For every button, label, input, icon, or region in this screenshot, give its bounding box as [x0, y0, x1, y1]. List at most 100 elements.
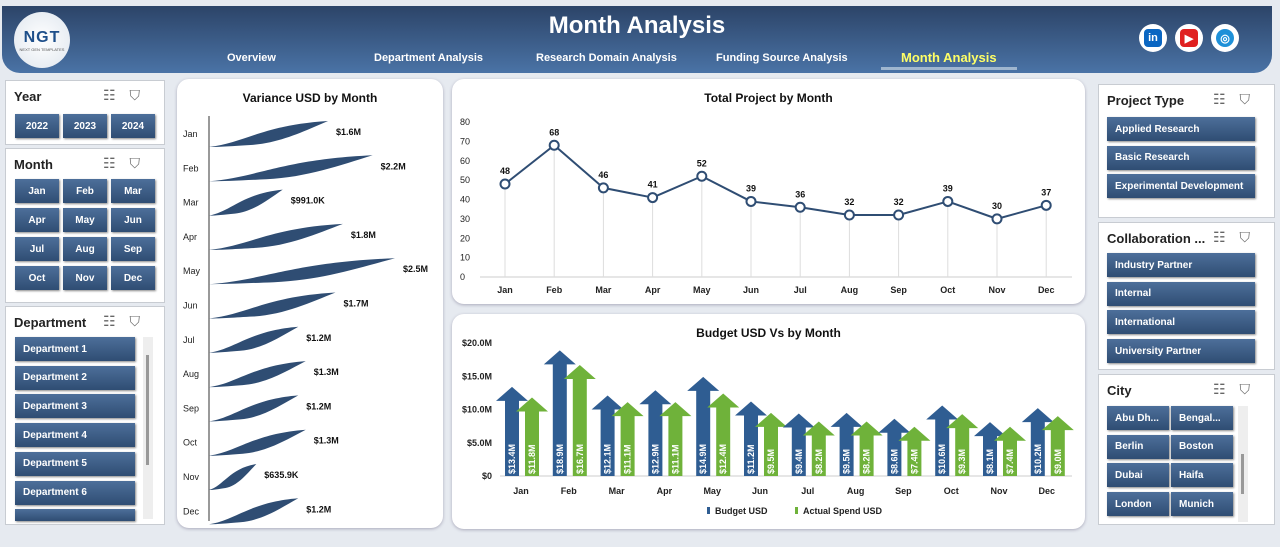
- slicer-item[interactable]: May: [63, 208, 107, 232]
- nav-overview[interactable]: Overview: [227, 52, 276, 64]
- multi-select-icon[interactable]: ☷: [102, 313, 130, 329]
- actual-spend-arrow: [611, 402, 644, 476]
- slicer-item[interactable]: Department 6: [15, 480, 135, 505]
- slicer-scrollbar[interactable]: [1238, 406, 1248, 522]
- slicer-item[interactable]: Jul: [15, 237, 59, 261]
- data-point: [696, 170, 708, 182]
- slicer-item[interactable]: Jun: [111, 208, 155, 232]
- x-tick-label: Sep: [890, 285, 907, 295]
- category-label: Feb: [183, 163, 199, 173]
- category-label: Jun: [183, 301, 198, 311]
- x-tick-label: Dec: [1039, 486, 1056, 496]
- budget-arrow: [782, 413, 815, 476]
- x-tick-label: Sep: [895, 486, 912, 496]
- slicer-item[interactable]: Haifa: [1171, 463, 1233, 488]
- nav-funding-source-analysis[interactable]: Funding Source Analysis: [716, 52, 848, 64]
- data-label: $1.2M: [306, 401, 331, 411]
- slicer-item[interactable]: University Partner: [1107, 339, 1255, 364]
- multi-select-icon[interactable]: ☷: [102, 155, 130, 171]
- y-tick-label: 70: [460, 136, 470, 146]
- slicer-item[interactable]: Apr: [15, 208, 59, 232]
- slicer-item[interactable]: Department 2: [15, 365, 135, 390]
- data-label: $12.1M: [603, 444, 613, 474]
- multi-select-icon[interactable]: ☷: [102, 87, 130, 103]
- budget-arrow: [543, 350, 576, 476]
- data-label: 68: [549, 127, 559, 137]
- clear-filter-icon[interactable]: ⛉: [129, 313, 154, 329]
- slicer-item[interactable]: Munich: [1171, 492, 1233, 517]
- data-label: $1.3M: [314, 367, 339, 377]
- slicer-item[interactable]: London: [1107, 492, 1169, 517]
- slicer-item[interactable]: Bengal...: [1171, 406, 1233, 430]
- scrollbar-thumb[interactable]: [1241, 454, 1244, 494]
- slicer-item[interactable]: Feb: [63, 179, 107, 203]
- slicer-item[interactable]: Boston: [1171, 434, 1233, 459]
- slicer-item[interactable]: Abu Dh...: [1107, 406, 1169, 430]
- slicer-item[interactable]: Dubai: [1107, 463, 1169, 488]
- variance-bar: [209, 121, 329, 147]
- slicer-item[interactable]: Department 4: [15, 423, 135, 448]
- slicer-item[interactable]: Sep: [111, 237, 155, 261]
- y-tick-label: 80: [460, 117, 470, 127]
- data-label: $1.2M: [306, 333, 331, 343]
- slicer-item[interactable]: Basic Research: [1107, 145, 1255, 170]
- y-tick-label: 30: [460, 214, 470, 224]
- data-label: 39: [943, 183, 953, 193]
- slicer-item[interactable]: Dec: [111, 266, 155, 290]
- slicer-item[interactable]: Department 5: [15, 451, 135, 476]
- scrollbar-thumb[interactable]: [146, 355, 149, 465]
- nav-month-analysis[interactable]: Month Analysis: [881, 50, 1017, 70]
- slicer-item[interactable]: 2022: [15, 114, 59, 138]
- data-label: 39: [746, 183, 756, 193]
- slicer-item[interactable]: Industry Partner: [1107, 253, 1255, 277]
- slicer-item[interactable]: Applied Research: [1107, 117, 1255, 141]
- slicer-item[interactable]: Experimental Development: [1107, 174, 1255, 199]
- clear-filter-icon[interactable]: ⛉: [129, 155, 154, 171]
- data-label: $9.3M: [957, 449, 967, 474]
- data-point: [597, 182, 609, 194]
- slicer-item[interactable]: Mar: [111, 179, 155, 203]
- slicer-item[interactable]: Nov: [63, 266, 107, 290]
- slicer-item[interactable]: Department 1: [15, 337, 135, 361]
- clear-filter-icon[interactable]: ⛉: [129, 87, 154, 103]
- slicer-item[interactable]: Internal: [1107, 281, 1255, 306]
- slicer-item[interactable]: International: [1107, 310, 1255, 335]
- data-label: $12.4M: [718, 444, 728, 474]
- variance-chart: Jan $1.6M Feb $2.2M Mar $991.0K Apr $1.8M May $2.…: [183, 116, 428, 525]
- slicer-item[interactable]: Berlin: [1107, 434, 1169, 459]
- legend-label: Actual Spend USD: [803, 506, 883, 516]
- clear-filter-icon[interactable]: ⛉: [1239, 381, 1264, 397]
- data-label: $10.2M: [1033, 444, 1043, 474]
- slicer-item[interactable]: Jan: [15, 179, 59, 203]
- budget-arrow: [639, 390, 672, 476]
- legend-label: Budget USD: [715, 506, 768, 516]
- slicer-item[interactable]: Oct: [15, 266, 59, 290]
- youtube-button[interactable]: ▶: [1175, 24, 1203, 52]
- budget-arrow: [926, 405, 959, 476]
- slicer-item[interactable]: 2024: [111, 114, 155, 138]
- slicer-item[interactable]: Aug: [63, 237, 107, 261]
- y-tick-label: 40: [460, 195, 470, 205]
- clear-filter-icon[interactable]: ⛉: [1239, 91, 1264, 107]
- slicer-item[interactable]: 2023: [63, 114, 107, 138]
- slicer-item[interactable]: Department 3: [15, 394, 135, 419]
- variance-bar: [209, 361, 306, 388]
- nav-research-domain-analysis[interactable]: Research Domain Analysis: [536, 52, 677, 64]
- x-tick-label: Mar: [609, 486, 626, 496]
- multi-select-icon[interactable]: ☷: [1212, 91, 1240, 107]
- multi-select-icon[interactable]: ☷: [1212, 381, 1240, 397]
- data-label: $1.8M: [351, 230, 376, 240]
- slicer-toolbar: ☷⛉: [1213, 91, 1264, 108]
- data-label: $11.2M: [746, 444, 756, 474]
- budget-arrow: [878, 418, 911, 476]
- legend-marker: [795, 507, 798, 514]
- data-label: $8.2M: [862, 449, 872, 474]
- multi-select-icon[interactable]: ☷: [1212, 229, 1240, 245]
- website-button[interactable]: ◎: [1211, 24, 1239, 52]
- slicer-title: Month: [14, 157, 53, 172]
- linkedin-button[interactable]: in: [1139, 24, 1167, 52]
- slicer-scrollbar[interactable]: [143, 337, 153, 519]
- clear-filter-icon[interactable]: ⛉: [1239, 229, 1264, 245]
- slicer-item[interactable]: [15, 509, 135, 522]
- nav-department-analysis[interactable]: Department Analysis: [374, 52, 484, 64]
